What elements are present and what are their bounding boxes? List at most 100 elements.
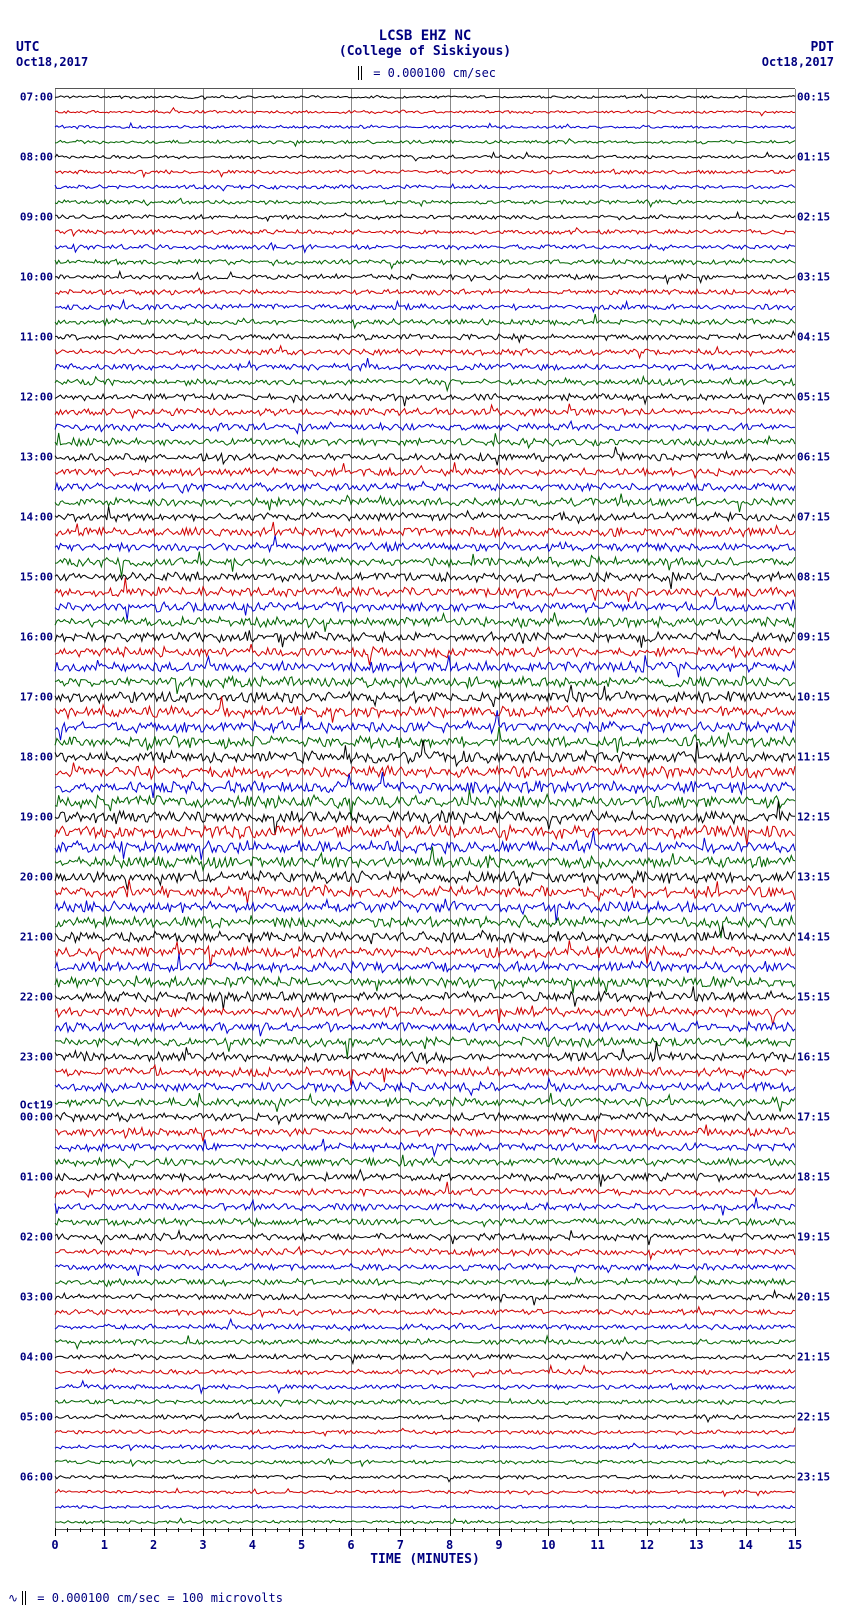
x-tick-major — [252, 1528, 253, 1536]
seismic-trace — [55, 764, 795, 779]
utc-hour-label: 03:00 — [20, 1290, 53, 1303]
local-hour-label: 15:15 — [797, 990, 830, 1003]
local-hour-label: 11:15 — [797, 750, 830, 763]
x-tick-minor — [166, 1528, 167, 1532]
seismic-trace — [55, 1244, 795, 1259]
seismic-trace — [55, 1034, 795, 1049]
x-tick-minor — [524, 1528, 525, 1532]
x-tick-minor — [573, 1528, 574, 1532]
x-tick-label: 14 — [738, 1538, 752, 1552]
local-hour-label: 01:15 — [797, 150, 830, 163]
seismic-trace — [55, 284, 795, 299]
seismic-trace — [55, 959, 795, 974]
x-tick-minor — [659, 1528, 660, 1532]
seismic-trace — [55, 104, 795, 119]
footer-scale: ∿ = 0.000100 cm/sec = 100 microvolts — [8, 1588, 283, 1605]
utc-hour-label: 22:00 — [20, 990, 53, 1003]
gridline — [795, 89, 796, 1529]
scale-bar-icon — [358, 66, 362, 80]
x-tick-minor — [635, 1528, 636, 1532]
x-tick-minor — [228, 1528, 229, 1532]
x-tick-minor — [733, 1528, 734, 1532]
seismic-trace — [55, 569, 795, 584]
x-tick-minor — [487, 1528, 488, 1532]
seismic-trace — [55, 464, 795, 479]
seismic-trace — [55, 239, 795, 254]
x-tick-minor — [425, 1528, 426, 1532]
x-tick-minor — [684, 1528, 685, 1532]
utc-hour-label: 14:00 — [20, 510, 53, 523]
header: LCSB EHZ NC (College of Siskiyous) = 0.0… — [0, 0, 850, 80]
utc-hour-label: 09:00 — [20, 210, 53, 223]
local-hour-label: 10:15 — [797, 690, 830, 703]
x-axis: TIME (MINUTES) 0123456789101112131415 — [55, 1528, 795, 1568]
x-tick-major — [450, 1528, 451, 1536]
seismic-trace — [55, 929, 795, 944]
x-tick-major — [302, 1528, 303, 1536]
x-tick-label: 0 — [51, 1538, 58, 1552]
x-tick-minor — [92, 1528, 93, 1532]
local-hour-label: 05:15 — [797, 390, 830, 403]
seismic-trace — [55, 1184, 795, 1199]
utc-hour-label: 04:00 — [20, 1350, 53, 1363]
x-tick-minor — [240, 1528, 241, 1532]
x-tick-label: 5 — [298, 1538, 305, 1552]
local-hour-label: 02:15 — [797, 210, 830, 223]
x-tick-minor — [561, 1528, 562, 1532]
x-tick-minor — [376, 1528, 377, 1532]
local-hour-label: 18:15 — [797, 1170, 830, 1183]
x-tick-label: 11 — [590, 1538, 604, 1552]
seismic-trace — [55, 389, 795, 404]
x-tick-major — [104, 1528, 105, 1536]
seismic-trace — [55, 644, 795, 659]
seismic-trace — [55, 809, 795, 824]
seismic-trace — [55, 149, 795, 164]
local-hour-label: 03:15 — [797, 270, 830, 283]
utc-hour-label: 07:00 — [20, 90, 53, 103]
x-tick-major — [598, 1528, 599, 1536]
local-hour-label: 08:15 — [797, 570, 830, 583]
x-tick-minor — [585, 1528, 586, 1532]
x-tick-minor — [474, 1528, 475, 1532]
x-tick-minor — [610, 1528, 611, 1532]
seismic-trace — [55, 914, 795, 929]
scale-text: = 0.000100 cm/sec — [373, 66, 496, 80]
seismic-trace — [55, 1169, 795, 1184]
x-tick-label: 2 — [150, 1538, 157, 1552]
seismic-trace — [55, 1469, 795, 1484]
utc-hour-label: 16:00 — [20, 630, 53, 643]
utc-hour-label: 05:00 — [20, 1410, 53, 1423]
footer-scale-text: = 0.000100 cm/sec = 100 microvolts — [37, 1591, 283, 1605]
x-tick-minor — [709, 1528, 710, 1532]
x-tick-major — [203, 1528, 204, 1536]
x-tick-minor — [215, 1528, 216, 1532]
seismic-trace — [55, 719, 795, 734]
x-tick-label: 7 — [397, 1538, 404, 1552]
seismic-trace — [55, 344, 795, 359]
x-tick-minor — [191, 1528, 192, 1532]
seismic-trace — [55, 734, 795, 749]
x-tick-label: 15 — [788, 1538, 802, 1552]
x-tick-label: 3 — [199, 1538, 206, 1552]
seismic-trace — [55, 1424, 795, 1439]
x-tick-major — [499, 1528, 500, 1536]
seismic-trace — [55, 839, 795, 854]
x-tick-minor — [67, 1528, 68, 1532]
seismic-trace — [55, 119, 795, 134]
x-tick-minor — [783, 1528, 784, 1532]
seismic-trace — [55, 1109, 795, 1124]
seismic-trace — [55, 674, 795, 689]
x-tick-minor — [289, 1528, 290, 1532]
x-tick-major — [400, 1528, 401, 1536]
seismic-trace — [55, 224, 795, 239]
x-tick-minor — [117, 1528, 118, 1532]
scale-indicator: = 0.000100 cm/sec — [0, 63, 850, 80]
seismic-trace — [55, 1319, 795, 1334]
seismic-trace — [55, 449, 795, 464]
seismic-trace — [55, 1259, 795, 1274]
x-tick-minor — [178, 1528, 179, 1532]
x-tick-minor — [388, 1528, 389, 1532]
seismic-trace — [55, 1274, 795, 1289]
utc-hour-label: 19:00 — [20, 810, 53, 823]
x-tick-label: 10 — [541, 1538, 555, 1552]
